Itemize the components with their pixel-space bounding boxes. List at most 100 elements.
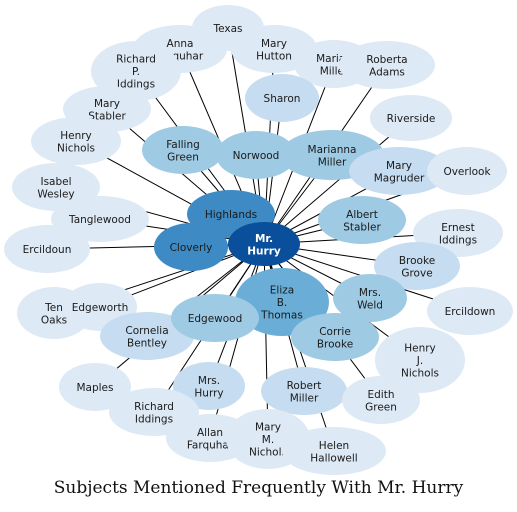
node-label-mrs-weld: Mrs. xyxy=(359,287,381,299)
node-label-albert-stabler: Stabler xyxy=(343,221,381,233)
node-shape-richard-p-iddings xyxy=(91,41,181,101)
node-shape-helen-hallowell xyxy=(282,427,386,475)
node-shape-riverside xyxy=(370,95,452,141)
node-label-cornelia-bentley: Bentley xyxy=(127,337,167,349)
node-shape-mary-magruder xyxy=(349,147,449,195)
node-shape-albert-stabler xyxy=(318,196,406,244)
node-shape-falling-green xyxy=(142,126,224,174)
node-label-mary-m-nichols: Mary xyxy=(255,422,281,434)
node-label-eliza-b-thomas: Thomas xyxy=(260,310,303,322)
node-label-cloverly: Cloverly xyxy=(170,242,213,254)
node-label-richard-p-iddings: P. xyxy=(132,66,140,78)
node-label-falling-green: Falling xyxy=(166,139,200,151)
node-label-corrie-brooke: Brooke xyxy=(317,338,353,350)
node-label-ten-oaks: Ten xyxy=(44,302,63,314)
node-label-brooke-grove: Grove xyxy=(401,267,432,279)
node-shape-sharon xyxy=(245,74,319,122)
node-shape-ercildown xyxy=(427,287,513,335)
node-label-edgeworth: Edgeworth xyxy=(72,302,129,314)
node-shape-roberta-adams xyxy=(339,41,435,89)
node-shape-henry-j-nichols xyxy=(375,327,465,393)
node-shape-edith-green xyxy=(342,376,420,424)
node-label-mary-magruder: Magruder xyxy=(374,172,425,184)
node-label-ernest-iddings: Iddings xyxy=(439,234,477,246)
node-shape-cloverly xyxy=(154,223,228,271)
node-tanglewood: Tanglewood xyxy=(51,196,149,242)
node-label-robert-miller: Miller xyxy=(290,392,319,404)
node-label-henry-nichols: Henry xyxy=(60,130,92,142)
node-label-ernest-iddings: Ernest xyxy=(441,222,474,234)
node-label-mary-hutton: Mary xyxy=(261,38,287,50)
node-overlook: Overlook xyxy=(427,147,507,195)
node-label-overlook: Overlook xyxy=(443,166,491,178)
node-label-roberta-adams: Adams xyxy=(369,66,405,78)
node-label-mrs-hurry: Hurry xyxy=(194,387,223,399)
node-norwood: Norwood xyxy=(216,131,296,179)
node-label-edith-green: Edith xyxy=(368,389,395,401)
node-label-mary-hutton: Hutton xyxy=(256,50,292,62)
node-label-allan-farquhar: Farquhar xyxy=(187,439,234,451)
node-mr-hurry: Mr.Hurry xyxy=(228,222,300,266)
node-shape-norwood xyxy=(216,131,296,179)
node-label-texas: Texas xyxy=(212,23,242,35)
node-label-isabel-wesley: Isabel xyxy=(40,176,71,188)
node-cloverly: Cloverly xyxy=(154,223,228,271)
node-label-mary-stabler: Stabler xyxy=(88,110,126,122)
node-shape-mrs-weld xyxy=(333,274,407,322)
node-label-richard-p-iddings: Richard xyxy=(116,54,156,66)
node-label-richard-iddings: Richard xyxy=(134,401,174,413)
node-label-mary-m-nichols: M. xyxy=(262,434,274,446)
node-shape-henry-nichols xyxy=(31,117,121,165)
node-shape-robert-miller xyxy=(261,367,347,415)
node-label-cornelia-bentley: Cornelia xyxy=(125,325,168,337)
node-ercildown: Ercildown xyxy=(427,287,513,335)
node-label-henry-j-nichols: Henry xyxy=(404,343,436,355)
node-edgewood: Edgewood xyxy=(171,294,259,342)
node-label-isabel-wesley: Wesley xyxy=(37,188,74,200)
node-shape-overlook xyxy=(427,147,507,195)
node-label-norwood: Norwood xyxy=(233,150,280,162)
node-label-allan-farquhar: Allan xyxy=(197,427,223,439)
node-label-eliza-b-thomas: B. xyxy=(277,297,288,309)
node-label-mary-magruder: Mary xyxy=(386,160,412,172)
node-label-falling-green: Green xyxy=(167,151,199,163)
node-label-tanglewood: Tanglewood xyxy=(68,214,131,226)
node-label-richard-iddings: Iddings xyxy=(135,413,173,425)
node-label-helen-hallowell: Helen xyxy=(319,440,349,452)
node-shape-tanglewood xyxy=(51,196,149,242)
node-label-mary-stabler: Mary xyxy=(94,98,120,110)
node-label-sharon: Sharon xyxy=(264,93,301,105)
node-maples: Maples xyxy=(59,363,131,411)
node-label-ercildoun: Ercildoun xyxy=(23,244,72,256)
node-shape-corrie-brooke xyxy=(291,313,379,361)
node-label-eliza-b-thomas: Eliza xyxy=(270,285,294,297)
node-label-marianna-miller: Marianna xyxy=(308,144,357,156)
node-riverside: Riverside xyxy=(370,95,452,141)
node-label-mr-hurry: Hurry xyxy=(247,245,281,257)
node-label-mr-hurry: Mr. xyxy=(255,233,273,245)
node-label-edith-green: Green xyxy=(365,401,397,413)
node-shape-maples xyxy=(59,363,131,411)
node-mrs-weld: Mrs.Weld xyxy=(333,274,407,322)
node-label-highlands: Highlands xyxy=(205,209,257,221)
node-shape-mrs-hurry xyxy=(173,362,245,410)
node-label-henry-j-nichols: Nichols xyxy=(401,368,439,380)
node-label-corrie-brooke: Corrie xyxy=(319,326,351,338)
edge-riverside xyxy=(263,117,412,245)
node-label-edgewood: Edgewood xyxy=(188,313,243,325)
node-label-albert-stabler: Albert xyxy=(346,209,378,221)
node-label-roberta-adams: Roberta xyxy=(366,54,407,66)
node-shape-ercildoun xyxy=(4,225,90,273)
node-label-robert-miller: Robert xyxy=(287,380,322,392)
node-ercildoun: Ercildoun xyxy=(4,225,90,273)
